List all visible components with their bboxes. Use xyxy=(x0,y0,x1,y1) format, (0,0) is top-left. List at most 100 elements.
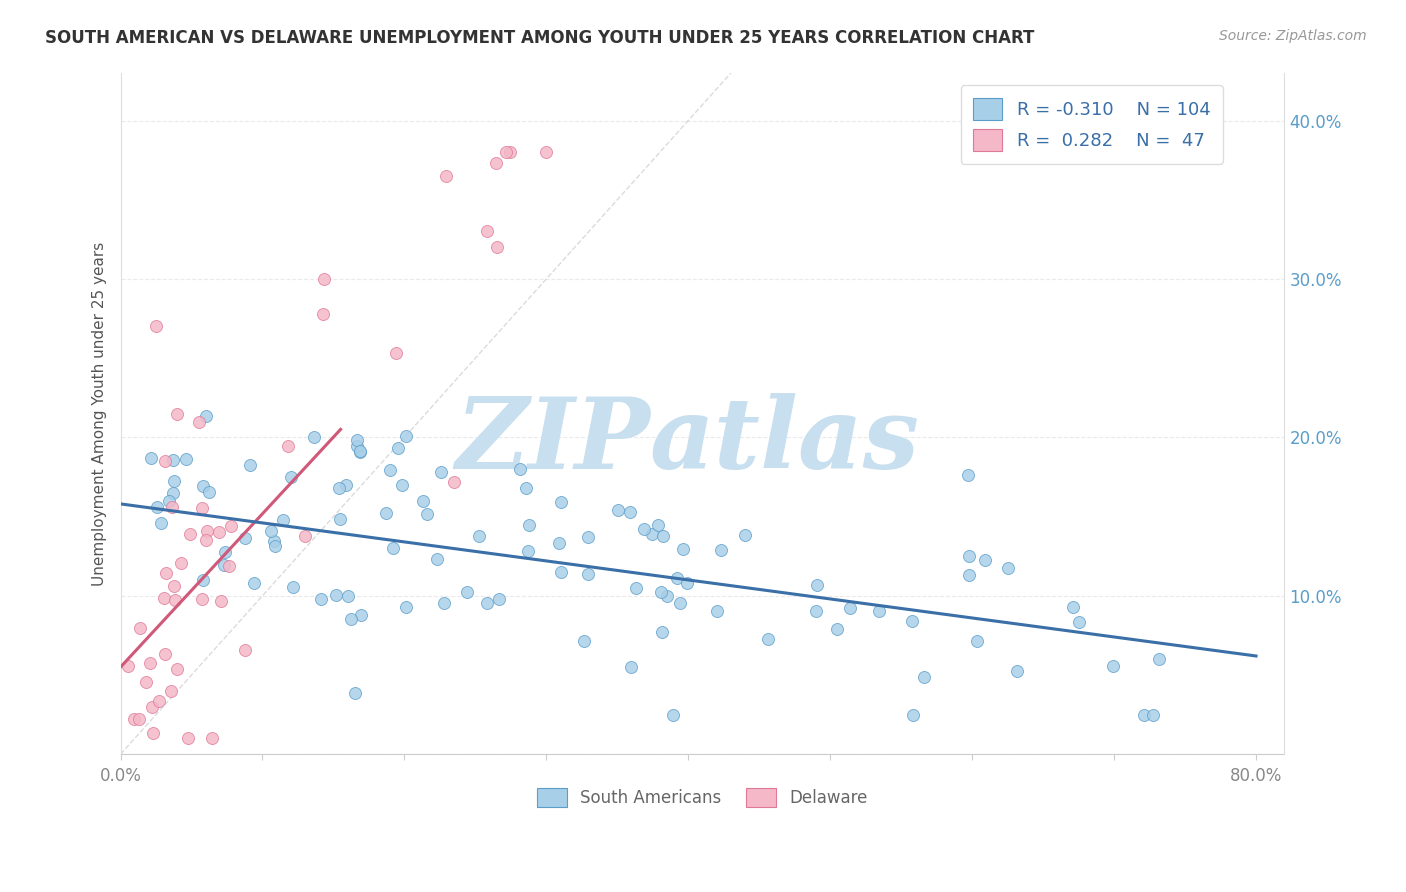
Point xyxy=(1142,707,1164,722)
Point xyxy=(550,566,572,580)
Point xyxy=(416,507,439,521)
Point xyxy=(162,453,184,467)
Point xyxy=(219,518,242,533)
Point xyxy=(606,503,628,517)
Point xyxy=(153,647,176,661)
Point xyxy=(195,533,218,547)
Point xyxy=(395,429,418,443)
Point xyxy=(209,593,232,607)
Point xyxy=(191,479,214,493)
Point xyxy=(619,505,641,519)
Point xyxy=(706,604,728,618)
Point xyxy=(633,523,655,537)
Point xyxy=(346,439,368,453)
Point xyxy=(280,470,302,484)
Point xyxy=(191,574,214,588)
Point xyxy=(187,415,209,429)
Point xyxy=(337,589,360,603)
Point xyxy=(218,558,240,573)
Point xyxy=(959,549,981,563)
Legend: South Americans, Delaware: South Americans, Delaware xyxy=(530,781,875,814)
Point xyxy=(142,726,165,740)
Point xyxy=(868,604,890,618)
Point xyxy=(433,596,456,610)
Point xyxy=(499,145,522,160)
Point xyxy=(488,591,510,606)
Point xyxy=(548,535,571,549)
Point xyxy=(412,494,434,508)
Point xyxy=(375,507,398,521)
Point xyxy=(456,585,478,599)
Point xyxy=(302,430,325,444)
Point xyxy=(165,592,187,607)
Point xyxy=(163,578,186,592)
Point xyxy=(430,465,453,479)
Point xyxy=(534,145,557,160)
Point xyxy=(576,530,599,544)
Point xyxy=(650,584,672,599)
Point xyxy=(1062,599,1084,614)
Point xyxy=(166,407,188,421)
Point xyxy=(294,528,316,542)
Point xyxy=(758,632,780,646)
Point xyxy=(212,558,235,573)
Point xyxy=(641,527,664,541)
Point xyxy=(509,462,531,476)
Point xyxy=(208,525,231,540)
Point xyxy=(391,478,413,492)
Point xyxy=(572,633,595,648)
Point xyxy=(966,633,988,648)
Point xyxy=(710,542,733,557)
Point xyxy=(380,463,402,477)
Point xyxy=(128,712,150,726)
Point xyxy=(179,527,201,541)
Point xyxy=(1133,707,1156,722)
Point xyxy=(149,516,172,530)
Point xyxy=(191,501,214,516)
Point xyxy=(517,543,540,558)
Point xyxy=(239,458,262,472)
Point xyxy=(652,529,675,543)
Point xyxy=(174,451,197,466)
Point xyxy=(312,272,335,286)
Point xyxy=(806,577,828,591)
Point xyxy=(734,528,756,542)
Point xyxy=(177,731,200,746)
Point xyxy=(647,518,669,533)
Point xyxy=(329,512,352,526)
Point xyxy=(475,596,498,610)
Point xyxy=(385,345,408,359)
Point xyxy=(956,467,979,482)
Point xyxy=(260,524,283,538)
Point xyxy=(344,686,367,700)
Text: atlas: atlas xyxy=(650,392,920,489)
Point xyxy=(671,541,693,556)
Point xyxy=(804,604,827,618)
Point xyxy=(198,485,221,500)
Point xyxy=(195,524,218,539)
Point xyxy=(1067,615,1090,629)
Point xyxy=(387,441,409,455)
Point xyxy=(350,608,373,623)
Point xyxy=(675,576,697,591)
Point xyxy=(662,707,685,722)
Point xyxy=(194,409,217,424)
Point xyxy=(495,145,517,160)
Point xyxy=(434,169,457,183)
Point xyxy=(339,612,361,626)
Point xyxy=(655,589,678,603)
Point xyxy=(576,567,599,582)
Point xyxy=(1147,652,1170,666)
Point xyxy=(135,675,157,690)
Point xyxy=(117,659,139,673)
Point xyxy=(153,591,176,606)
Point xyxy=(468,529,491,543)
Point xyxy=(233,532,256,546)
Point xyxy=(312,308,335,322)
Point xyxy=(485,156,508,170)
Point xyxy=(651,625,673,640)
Point xyxy=(166,662,188,676)
Point xyxy=(1005,664,1028,678)
Point xyxy=(157,494,180,508)
Point xyxy=(190,592,212,607)
